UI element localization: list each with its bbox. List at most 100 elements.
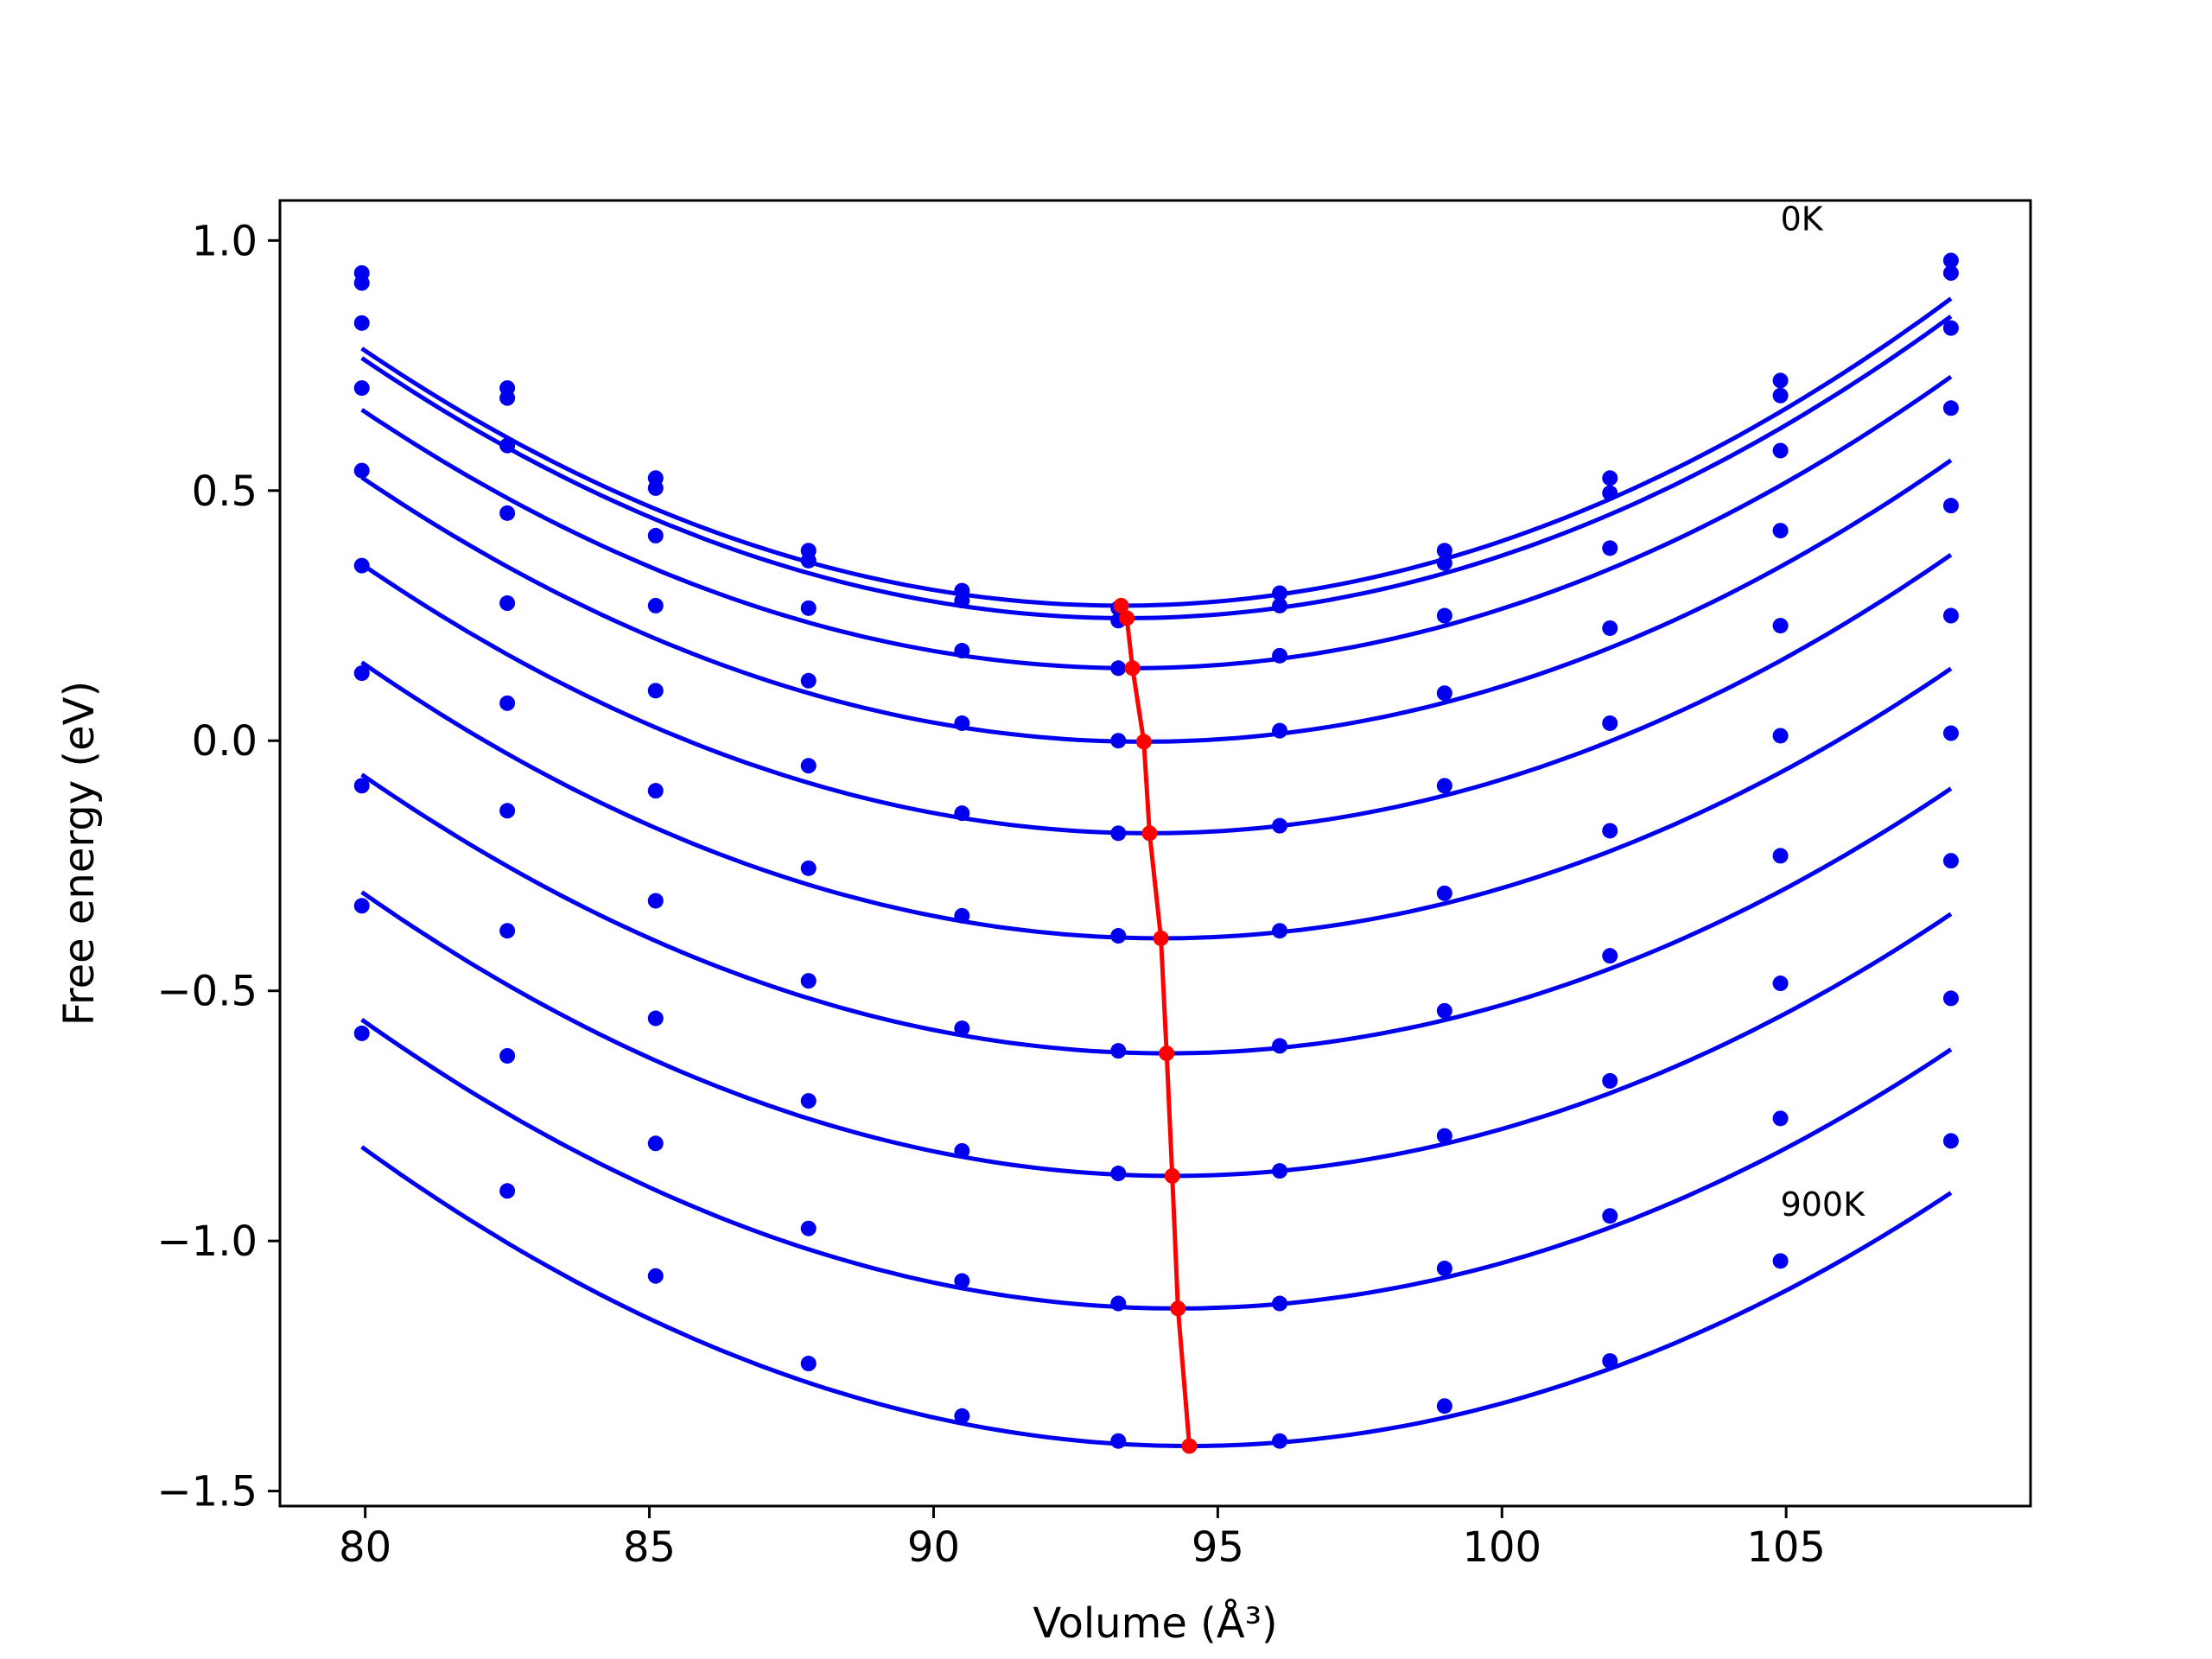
data-point (1772, 618, 1789, 634)
y-tick-label: −1.5 (156, 1468, 257, 1516)
data-point (954, 1142, 970, 1159)
data-point (1602, 1072, 1618, 1089)
data-point (1602, 620, 1618, 636)
data-point (1772, 387, 1789, 404)
data-point (1110, 1295, 1127, 1312)
data-point (1272, 647, 1288, 664)
fit-curve-8 (360, 1018, 1953, 1311)
data-point (647, 527, 664, 543)
data-point (1942, 400, 1959, 416)
x-tick-label: 95 (1192, 1523, 1244, 1572)
data-point (647, 1135, 664, 1152)
data-point (1272, 597, 1288, 613)
data-point (1436, 778, 1452, 794)
data-point (1272, 817, 1288, 834)
data-point (954, 593, 970, 609)
fit-curve-3 (360, 458, 1953, 744)
data-point (1602, 1353, 1618, 1370)
data-point (1602, 715, 1618, 731)
data-point (1272, 1163, 1288, 1179)
data-point (1772, 523, 1789, 539)
data-point (954, 715, 970, 731)
data-point (1110, 1433, 1127, 1449)
minimum-point (1119, 610, 1135, 626)
data-point (1602, 948, 1618, 964)
data-point (1602, 485, 1618, 501)
data-point (800, 672, 817, 689)
annotation-900k: 900K (1781, 1185, 1866, 1224)
chart-marks (353, 252, 1959, 1454)
data-point (353, 1025, 370, 1041)
data-point (1772, 372, 1789, 389)
minimum-point (1164, 1167, 1180, 1184)
fit-curve-9 (360, 1145, 1953, 1448)
data-point (353, 898, 370, 914)
minimum-point (1153, 930, 1169, 946)
x-tick-label: 90 (907, 1523, 960, 1572)
minimum-point (1135, 734, 1152, 750)
data-point (1602, 823, 1618, 839)
data-point (954, 805, 970, 822)
minimum-point (1124, 660, 1141, 677)
data-point (1110, 733, 1127, 749)
data-point (499, 923, 516, 939)
fit-curve-7 (360, 890, 1953, 1179)
data-point (1772, 728, 1789, 744)
data-point (800, 552, 817, 569)
data-point (1272, 585, 1288, 601)
data-point (1436, 607, 1452, 624)
data-point (499, 505, 516, 521)
data-point (1110, 928, 1127, 944)
data-point (1110, 1043, 1127, 1059)
data-point (499, 595, 516, 612)
data-point (800, 1220, 817, 1236)
data-point (1436, 1002, 1452, 1019)
data-point (499, 1047, 516, 1064)
data-point (800, 860, 817, 876)
data-point (1772, 848, 1789, 864)
data-point (800, 1093, 817, 1109)
data-point (1436, 1398, 1452, 1414)
data-point (1110, 1166, 1127, 1182)
data-point (800, 973, 817, 989)
data-point (353, 275, 370, 291)
data-point (499, 695, 516, 711)
minimum-point (1113, 597, 1129, 613)
data-point (1436, 685, 1452, 702)
plot-frame (278, 199, 2032, 1508)
data-point (954, 1408, 970, 1424)
x-tick-label: 80 (339, 1523, 391, 1572)
y-tick-label: 1.0 (192, 217, 257, 265)
data-point (499, 437, 516, 454)
data-point (1436, 1261, 1452, 1277)
data-point (1942, 1133, 1959, 1149)
data-point (499, 390, 516, 406)
data-point (800, 1356, 817, 1372)
data-point (1772, 976, 1789, 992)
data-point (1436, 885, 1452, 901)
data-point (1942, 498, 1959, 514)
data-point (1942, 264, 1959, 281)
data-point (647, 683, 664, 699)
data-point (1272, 1295, 1288, 1312)
data-point (647, 480, 664, 496)
y-tick-label: −0.5 (156, 968, 257, 1016)
data-point (499, 1183, 516, 1199)
data-point (1772, 1110, 1789, 1127)
data-point (1602, 540, 1618, 556)
data-point (1272, 722, 1288, 739)
data-point (647, 597, 664, 613)
chart-axes: 80 85 90 95 100 105 −1.5 −1.0 −0.5 0.0 0.5 1.0 (156, 217, 1826, 1572)
annotation-0k: 0K (1781, 200, 1824, 238)
y-axis-label: Free energy (eV) (55, 681, 104, 1026)
data-point (1272, 1038, 1288, 1054)
minimum-point (1170, 1300, 1186, 1317)
data-point (647, 1010, 664, 1027)
data-point (1772, 1253, 1789, 1269)
fit-curve-1 (360, 315, 1953, 620)
y-tick-label: 0.0 (192, 717, 257, 766)
fit-curve-0 (360, 296, 1953, 608)
data-point (954, 643, 970, 659)
